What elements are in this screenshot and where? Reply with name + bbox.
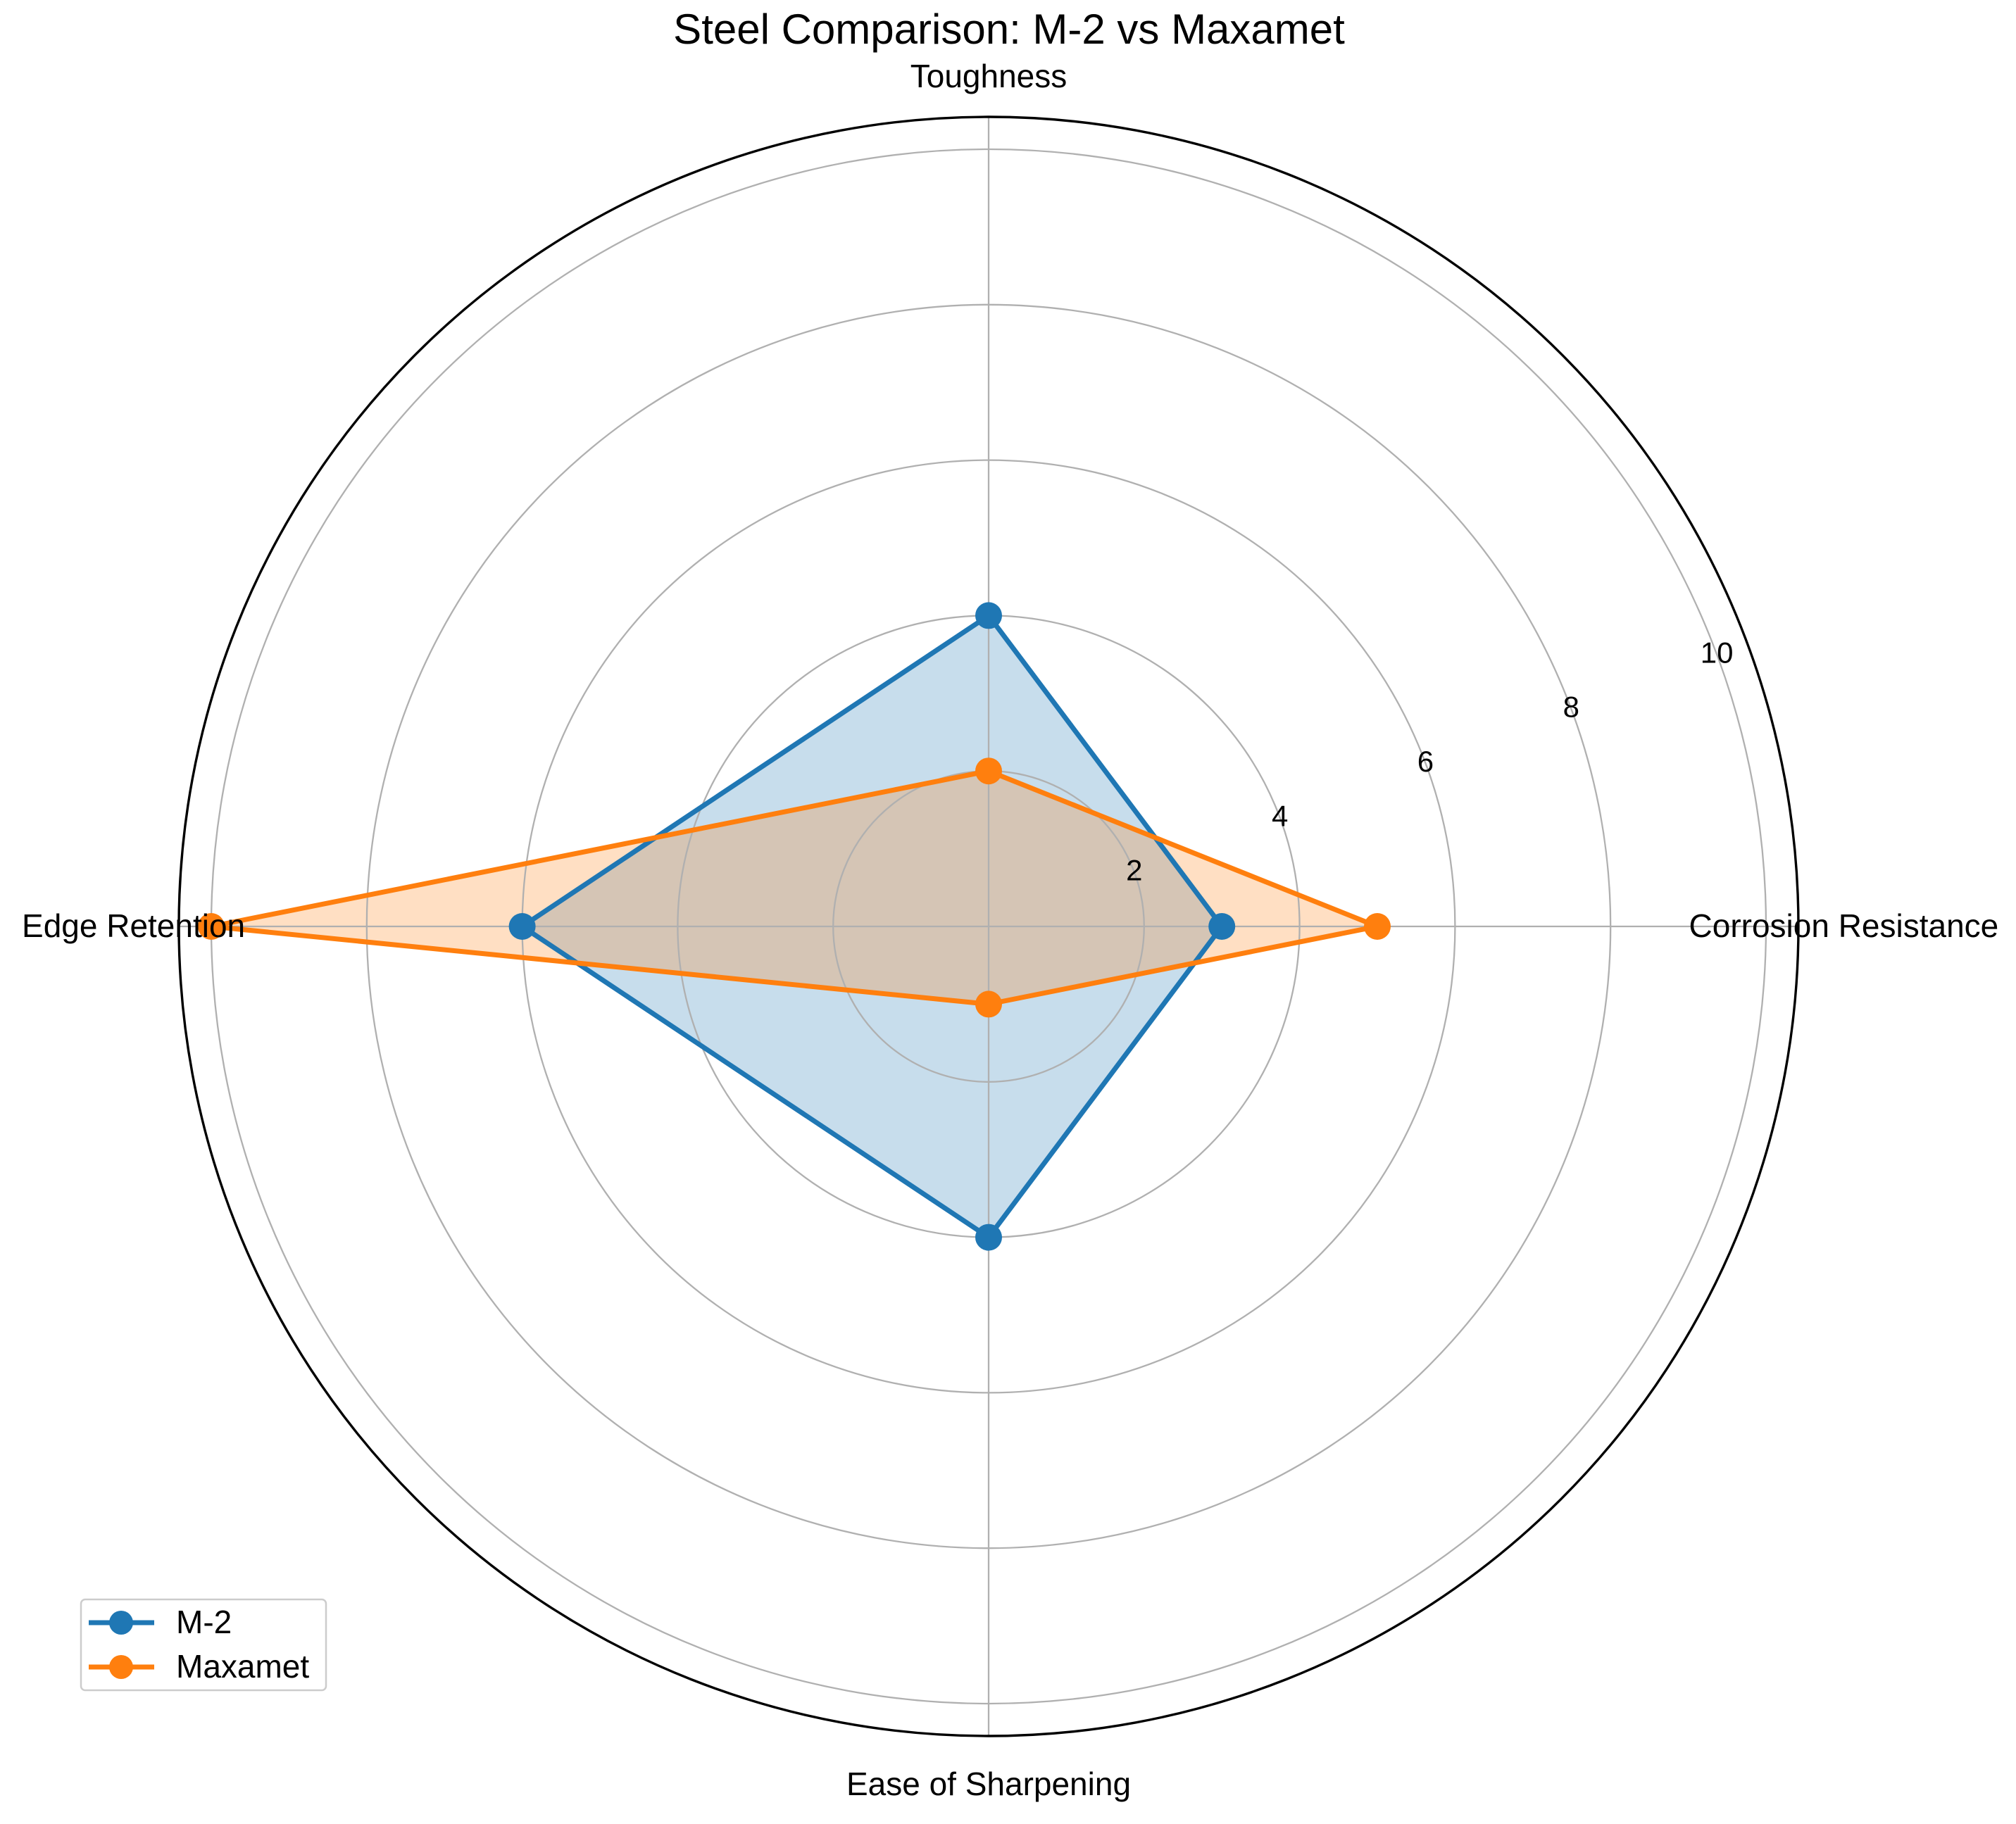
svg-text:10: 10 [1701,636,1734,669]
svg-text:8: 8 [1563,691,1579,724]
svg-text:Maxamet: Maxamet [176,1648,309,1685]
svg-text:2: 2 [1126,854,1142,887]
svg-text:Toughness: Toughness [910,58,1068,94]
svg-text:Corrosion Resistance: Corrosion Resistance [1689,907,1999,944]
svg-text:Edge Retention: Edge Retention [22,907,245,944]
svg-text:6: 6 [1417,745,1434,778]
svg-text:M-2: M-2 [176,1604,232,1640]
svg-text:Ease of Sharpening: Ease of Sharpening [846,1766,1131,1802]
svg-text:4: 4 [1272,799,1288,832]
svg-text:Steel Comparison: M-2 vs Maxam: Steel Comparison: M-2 vs Maxamet [673,6,1345,53]
